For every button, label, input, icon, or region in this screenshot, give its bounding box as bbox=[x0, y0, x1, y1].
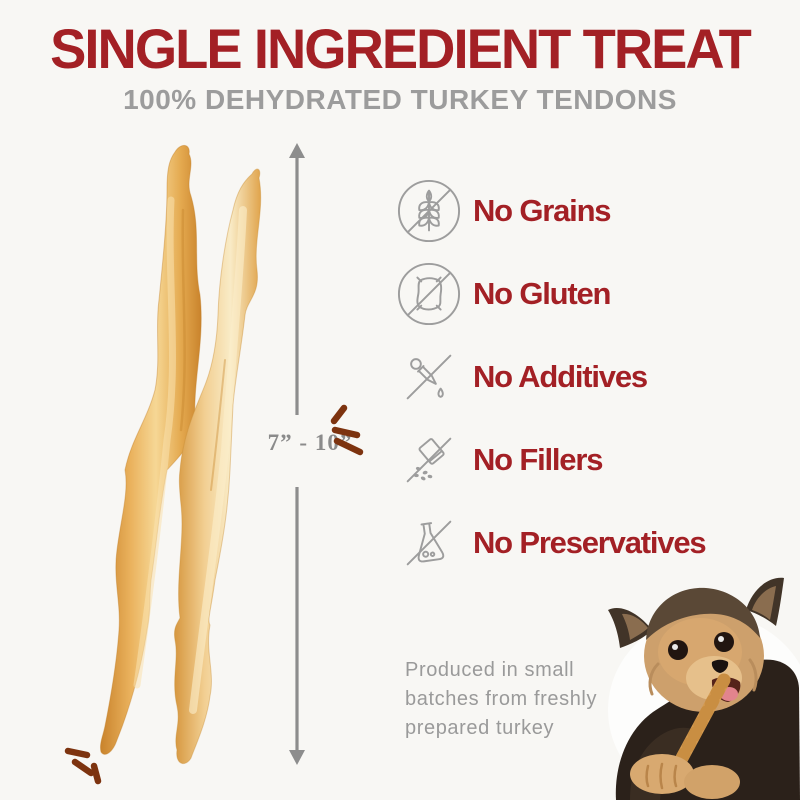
page-subtitle: 100% DEHYDRATED TURKEY TENDONS bbox=[123, 84, 677, 115]
no-gluten-icon bbox=[397, 262, 461, 325]
accent-marks-left bbox=[64, 747, 102, 785]
feature-label: No Preservatives bbox=[473, 524, 707, 560]
no-preservatives-icon bbox=[406, 520, 452, 565]
no-additives-icon bbox=[406, 354, 452, 399]
feature-list: No Grains No Gluten bbox=[397, 169, 707, 584]
accent-marks-right bbox=[330, 404, 364, 456]
no-fillers-icon bbox=[406, 437, 452, 482]
feature-item-no-fillers: No Fillers bbox=[397, 418, 705, 501]
production-note: Produced in small batches from freshly p… bbox=[405, 656, 597, 743]
feature-item-no-gluten: No Gluten bbox=[397, 252, 705, 335]
feature-item-no-preservatives: No Preservatives bbox=[397, 501, 707, 584]
feature-item-no-grains: No Grains bbox=[397, 169, 705, 252]
no-grains-icon bbox=[397, 179, 461, 242]
feature-label: No Gluten bbox=[473, 275, 612, 311]
production-note-line: Produced in small bbox=[405, 659, 575, 681]
production-note-line: prepared turkey bbox=[405, 717, 555, 739]
production-note-line: batches from freshly bbox=[405, 688, 598, 710]
tendon-left bbox=[100, 145, 202, 755]
feature-item-no-additives: No Additives bbox=[397, 335, 705, 418]
feature-label: No Additives bbox=[473, 358, 648, 394]
measurement-arrow bbox=[289, 143, 305, 765]
page-title: SINGLE INGREDIENT TREAT bbox=[50, 17, 752, 80]
feature-label: No Grains bbox=[473, 192, 612, 228]
feature-label: No Fillers bbox=[473, 441, 603, 477]
puppy-image bbox=[608, 577, 800, 800]
turkey-tendons-image bbox=[100, 145, 262, 765]
